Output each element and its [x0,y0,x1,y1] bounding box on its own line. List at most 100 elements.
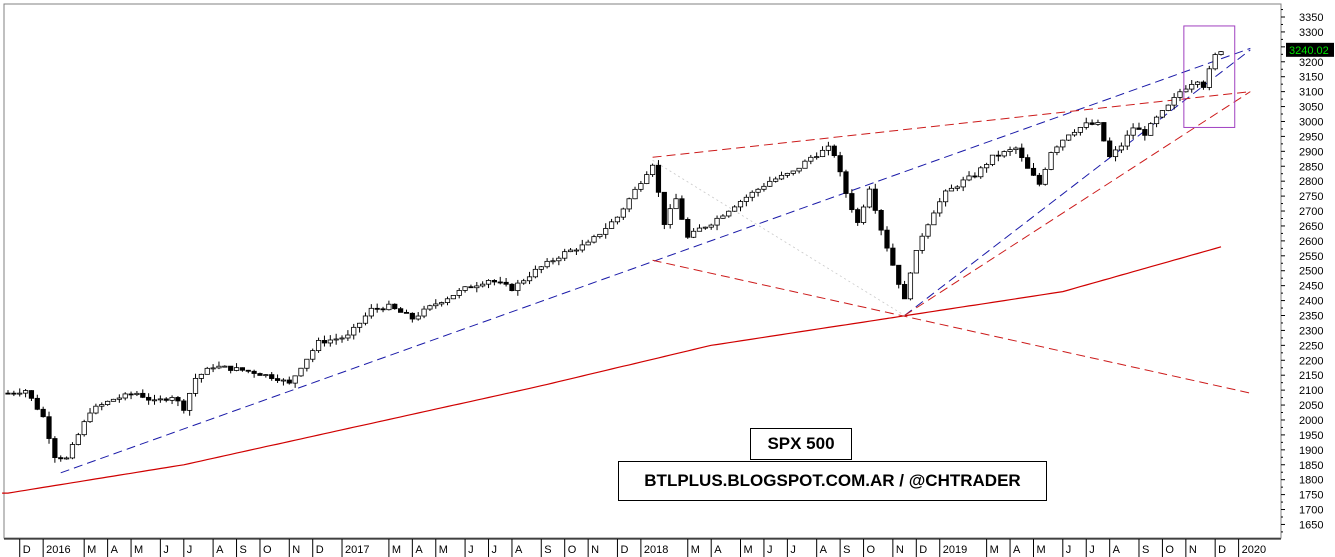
trendline-4 [652,259,1251,394]
chart-title: SPX 500 [750,428,852,460]
candle-body [1136,127,1142,130]
y-tick-label: 3300 [1299,27,1323,39]
candle [409,312,415,323]
candle [380,306,386,313]
candle [163,397,169,403]
candle-body [1001,151,1007,157]
candle-body [1165,104,1171,111]
candle [392,303,398,310]
candle [374,303,380,313]
candle-body [679,198,685,220]
candle-body [638,183,644,190]
candle-body [339,337,345,340]
candle [110,398,117,402]
candle [1218,51,1224,56]
candle [931,210,937,226]
plot-frame [3,3,1282,539]
candle [691,228,697,239]
candle [34,394,40,411]
candle-body [439,302,445,305]
candle-body [157,398,163,401]
candle [269,372,275,381]
y-tick-label: 3050 [1299,102,1323,114]
candle-body [116,397,122,400]
candle [872,183,878,214]
y-tick-label: 2050 [1299,400,1323,412]
candle [702,226,708,230]
candle [175,396,181,407]
candle [661,191,667,230]
candle [368,304,374,319]
candle-body [937,201,943,214]
candle [1165,104,1171,112]
candle-body [34,397,40,410]
candle-body [931,212,937,226]
candle-body [134,392,140,396]
candle [943,189,949,207]
candle-body [485,280,492,285]
candle [673,193,679,210]
y-tick-label: 1800 [1299,475,1323,487]
candle [831,144,837,158]
candle-body [286,379,292,384]
candle-body [749,191,755,198]
candle [901,280,908,300]
candle [427,304,433,311]
candle-body [362,315,369,324]
x-tick-label: M [87,544,96,556]
candle [1142,126,1148,141]
candle [585,239,591,246]
candle [814,152,820,160]
candle [937,197,943,217]
candle-body [685,218,691,238]
candle [685,217,691,239]
candle-body [292,375,298,384]
x-tick-label: S [843,544,850,556]
x-tick-label: J [767,544,773,556]
candle-body [1118,145,1124,151]
candle-body [1124,134,1130,147]
candle [995,150,1001,162]
candle-body [579,244,585,251]
candle [503,277,509,287]
candle [1159,109,1166,119]
candle-body [860,206,867,223]
fan-line [652,159,905,316]
candle-body [878,210,884,231]
x-tick-label: S [240,544,247,556]
candle [151,394,158,405]
candle-body [263,374,269,377]
candle-body [655,164,662,193]
candle [626,197,632,213]
candle-body [315,340,322,352]
candle [315,337,322,353]
candle [304,358,310,372]
candle [1107,137,1113,158]
candle-body [257,373,263,376]
candle-body [872,188,878,211]
candle-body [93,405,99,414]
candle-body [181,400,187,411]
candle-body [1060,139,1066,148]
x-tick-label: A [820,544,828,556]
candle [1025,154,1031,169]
y-tick-label: 2150 [1299,370,1323,382]
candle-body [239,367,245,371]
y-tick-label: 2500 [1299,266,1323,278]
y-tick-label: 3000 [1299,116,1323,128]
candle-body [773,178,779,182]
candle [210,364,216,373]
candle-body [415,315,421,320]
candle [860,204,867,225]
candle [972,172,978,179]
y-tick-label: 2750 [1299,191,1323,203]
candle-body [1189,84,1195,90]
candle [5,390,11,395]
candle-body [374,307,380,310]
y-tick-label: 2200 [1299,355,1323,367]
candle-body [1030,167,1037,176]
candle-body [175,397,181,402]
candle [720,214,726,219]
candle [292,375,298,388]
